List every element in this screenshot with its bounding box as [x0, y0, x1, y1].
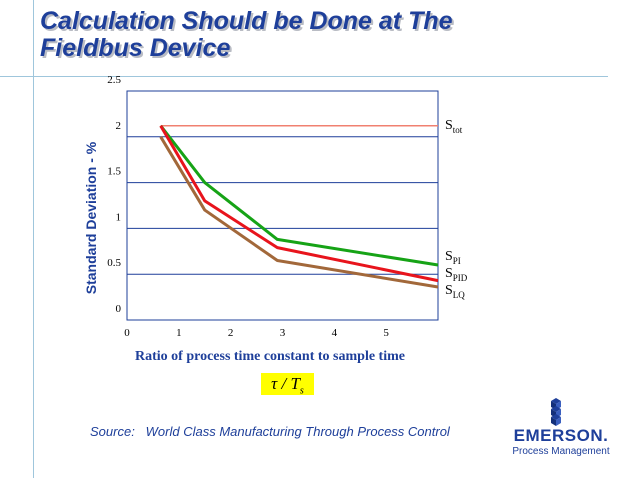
series-label-S_tot: Stot	[445, 118, 463, 135]
y-tick-label: 0.5	[107, 257, 121, 269]
decorative-vertical-rule	[33, 0, 34, 478]
plot-frame	[126, 90, 439, 321]
x-tick-label: 0	[124, 327, 130, 339]
series-line-S_LQ	[159, 136, 439, 289]
slide-title-line-2: Fieldbus Device	[40, 34, 231, 62]
y-tick-label: 2.5	[107, 74, 121, 86]
x-tick-label: 1	[176, 327, 182, 339]
series-label-S_LQ: SLQ	[445, 283, 465, 300]
y-tick-label: 2	[116, 120, 122, 132]
formula-subscript: s	[299, 385, 304, 397]
y-tick-label: 1	[116, 211, 122, 223]
x-tick-label: 2	[228, 327, 234, 339]
slide-title: Calculation Should be Done at The Fieldb…	[40, 8, 560, 62]
emerson-logo-wordmark: EMERSON.	[513, 426, 609, 445]
decorative-horizontal-rule	[0, 76, 608, 77]
slide-title-line-1: Calculation Should be Done at The	[40, 7, 453, 35]
emerson-logo-tagline: Process Management	[512, 446, 610, 457]
formula-symbol: τ / T	[271, 374, 300, 393]
series-label-S_PI: SPI	[445, 249, 461, 266]
x-axis-label: Ratio of process time constant to sample…	[135, 349, 405, 364]
x-tick-label: 5	[383, 327, 389, 339]
x-tick-label: 4	[332, 327, 338, 339]
y-tick-label: 0	[116, 303, 122, 315]
series-label-S_PID: SPID	[445, 266, 468, 283]
series-line-S_PI	[159, 124, 439, 267]
series-line-S_PID	[159, 125, 439, 283]
y-tick-label: 1.5	[107, 166, 121, 178]
tau-ratio-formula: τ / Ts	[261, 373, 314, 397]
x-tick-label: 3	[280, 327, 286, 339]
source-citation: Source: World Class Manufacturing Throug…	[90, 424, 450, 439]
emerson-logo-icon	[551, 398, 561, 426]
emerson-logo: EMERSON. Process Management	[505, 396, 617, 462]
